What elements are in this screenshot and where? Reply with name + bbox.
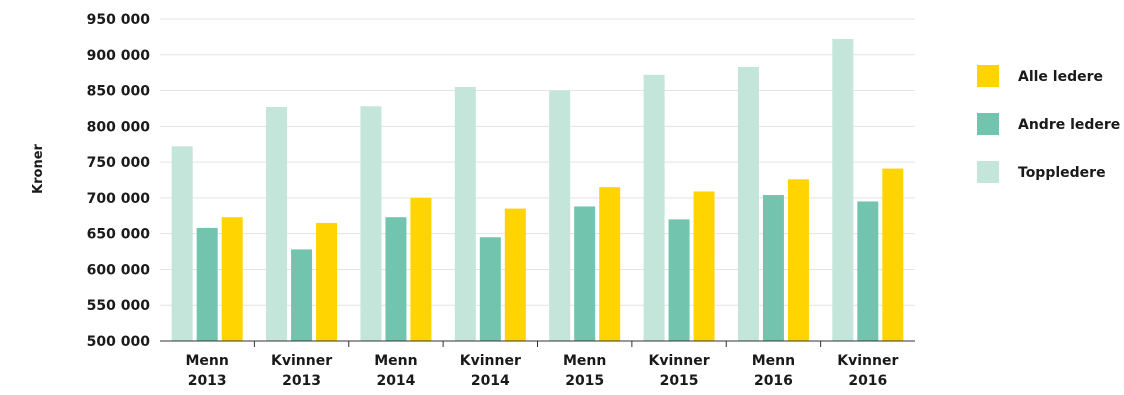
y-tick-label: 800 000 (87, 119, 151, 135)
bar (266, 107, 288, 341)
bar (410, 197, 432, 341)
x-tick-label: 2013 (188, 373, 227, 389)
x-tick-label: Kvinner (837, 353, 898, 369)
bar (454, 86, 476, 341)
bar (479, 237, 501, 341)
x-tick-label: Menn (374, 353, 417, 369)
legend-swatch (977, 113, 999, 135)
y-tick-label: 550 000 (87, 298, 151, 314)
x-tick-label: 2016 (848, 373, 887, 389)
bar (737, 66, 759, 341)
x-tick-label: Kvinner (649, 353, 710, 369)
y-tick-label: 700 000 (87, 191, 151, 207)
bar (693, 191, 715, 341)
bar (762, 195, 784, 341)
bars-layer (171, 39, 904, 342)
bar (171, 146, 193, 341)
y-tick-label: 950 000 (87, 12, 151, 28)
y-tick-label: 900 000 (87, 48, 151, 64)
bar (504, 208, 526, 341)
x-tick-label: 2013 (282, 373, 321, 389)
bar (221, 217, 243, 341)
y-tick-label: 750 000 (87, 155, 151, 171)
y-tick-label: 500 000 (87, 334, 151, 350)
legend-label: Alle ledere (1018, 69, 1103, 85)
legend-swatch (977, 65, 999, 87)
bar (882, 168, 904, 341)
legend-label: Andre ledere (1018, 117, 1120, 133)
y-tick-label: 650 000 (87, 227, 151, 243)
x-tick-label: 2014 (471, 373, 510, 389)
bar (291, 249, 313, 341)
x-tick-label: Kvinner (271, 353, 332, 369)
bar (787, 179, 809, 341)
bar (599, 187, 621, 341)
bar (668, 219, 690, 341)
x-tick-label: Menn (563, 353, 606, 369)
legend: Alle ledere Andre ledere Toppledere (977, 65, 1120, 183)
x-tick-label: 2016 (754, 373, 793, 389)
x-tick-label: 2015 (565, 373, 604, 389)
bar (643, 74, 665, 342)
axis-layer: 500 000 550 000 600 000 650 000 700 000 750 0… (87, 12, 915, 389)
bar (574, 206, 596, 341)
bar (316, 222, 338, 341)
bar (360, 106, 382, 341)
legend-label: Toppledere (1018, 165, 1106, 181)
x-tick-label: Kvinner (460, 353, 521, 369)
legend-swatch (977, 161, 999, 183)
y-tick-label: 600 000 (87, 262, 151, 278)
bar (196, 227, 218, 341)
x-tick-label: 2015 (660, 373, 699, 389)
bar (385, 217, 407, 341)
bar (549, 90, 571, 341)
x-tick-label: Menn (752, 353, 795, 369)
y-axis-title: Kroner (31, 143, 46, 193)
bar (832, 39, 854, 342)
x-tick-label: 2014 (376, 373, 415, 389)
bar (857, 201, 879, 341)
y-tick-label: 850 000 (87, 84, 151, 100)
x-tick-label: Menn (186, 353, 229, 369)
